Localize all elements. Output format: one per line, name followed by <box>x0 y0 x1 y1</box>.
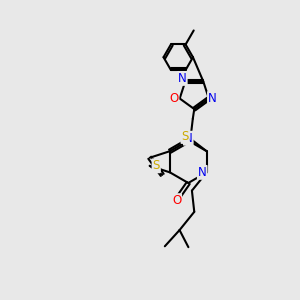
Text: N: N <box>198 166 207 179</box>
Text: S: S <box>182 130 189 143</box>
Text: O: O <box>172 194 181 207</box>
Text: N: N <box>178 72 187 85</box>
Text: S: S <box>152 159 160 172</box>
Text: N: N <box>184 132 193 145</box>
Text: N: N <box>208 92 217 105</box>
Text: O: O <box>169 92 178 105</box>
